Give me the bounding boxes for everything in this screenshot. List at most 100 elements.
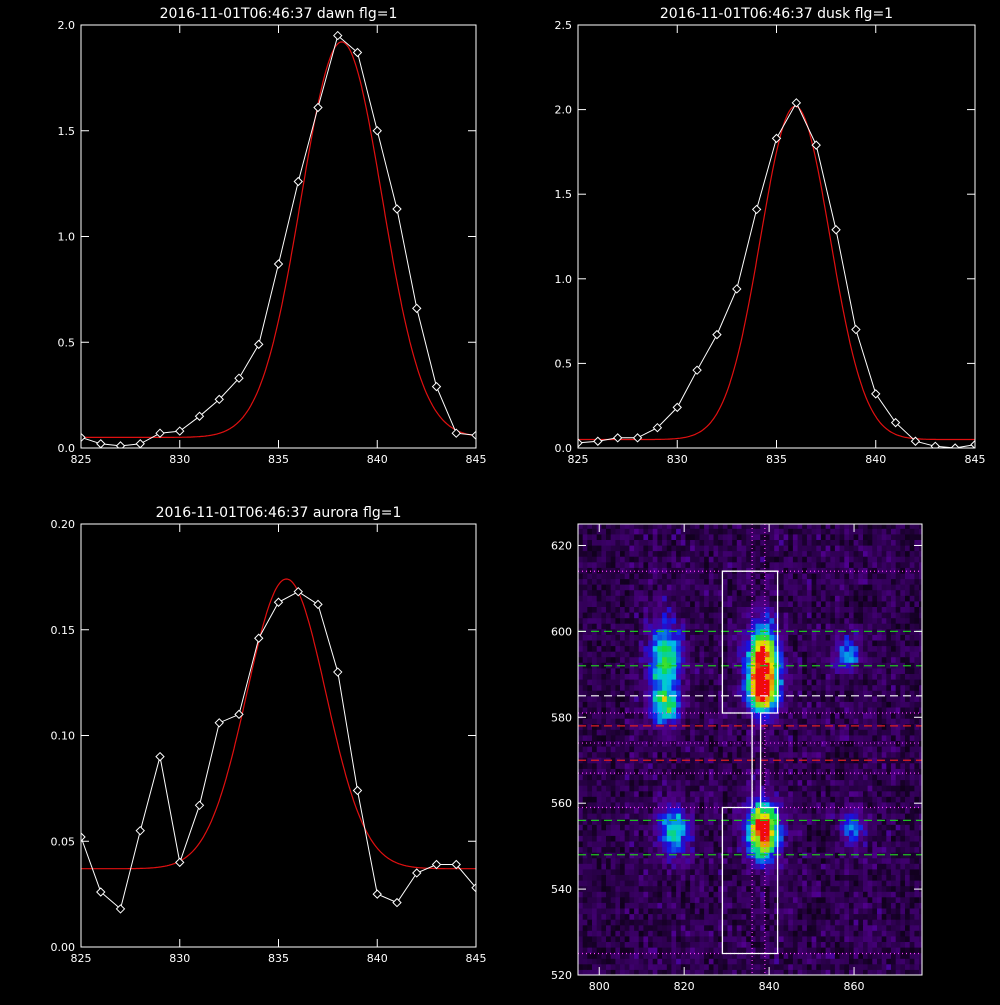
heatmap-cell	[643, 752, 648, 758]
heatmap-cell	[732, 891, 737, 897]
heatmap-cell	[802, 651, 807, 657]
heatmap-cell	[765, 729, 770, 735]
heatmap-cell	[629, 880, 634, 886]
heatmap-cell	[835, 936, 840, 942]
heatmap-cell	[872, 707, 877, 713]
heatmap-cell	[886, 930, 891, 936]
heatmap-cell	[737, 646, 742, 652]
heatmap-cell	[676, 668, 681, 674]
heatmap-cell	[868, 618, 873, 624]
heatmap-cell	[695, 936, 700, 942]
heatmap-cell	[793, 858, 798, 864]
heatmap-cell	[765, 847, 770, 853]
heatmap-cell	[756, 707, 761, 713]
heatmap-cell	[606, 718, 611, 724]
heatmap-cell	[653, 953, 658, 959]
heatmap-cell	[625, 741, 630, 747]
heatmap-cell	[807, 634, 812, 640]
heatmap-cell	[788, 835, 793, 841]
heatmap-cell	[900, 724, 905, 730]
y-tick-label: 0.0	[58, 442, 76, 455]
heatmap-cell	[858, 819, 863, 825]
heatmap-cell	[779, 891, 784, 897]
heatmap-cell	[723, 768, 728, 774]
heatmap-cell	[830, 651, 835, 657]
heatmap-cell	[667, 953, 672, 959]
heatmap-cell	[620, 919, 625, 925]
heatmap-cell	[714, 651, 719, 657]
heatmap-cell	[629, 891, 634, 897]
heatmap-cell	[742, 886, 747, 892]
heatmap-cell	[849, 841, 854, 847]
heatmap-cell	[784, 869, 789, 875]
heatmap-cell	[746, 612, 751, 618]
heatmap-cell	[891, 869, 896, 875]
heatmap-cell	[737, 724, 742, 730]
heatmap-cell	[854, 718, 859, 724]
heatmap-cell	[900, 880, 905, 886]
heatmap-cell	[597, 735, 602, 741]
heatmap-cell	[877, 679, 882, 685]
heatmap-cell	[868, 958, 873, 964]
heatmap-cell	[662, 785, 667, 791]
heatmap-cell	[662, 841, 667, 847]
heatmap-cell	[793, 830, 798, 836]
heatmap-cell	[914, 880, 919, 886]
heatmap-cell	[592, 685, 597, 691]
heatmap-cell	[891, 880, 896, 886]
heatmap-cell	[611, 674, 616, 680]
heatmap-cell	[583, 746, 588, 752]
heatmap-cell	[662, 886, 667, 892]
heatmap-cell	[620, 774, 625, 780]
heatmap-cell	[620, 612, 625, 618]
heatmap-cell	[653, 869, 658, 875]
heatmap-cell	[587, 964, 592, 970]
heatmap-cell	[643, 835, 648, 841]
heatmap-cell	[704, 646, 709, 652]
heatmap-cell	[620, 858, 625, 864]
heatmap-cell	[625, 674, 630, 680]
heatmap-cell	[849, 919, 854, 925]
heatmap-cell	[723, 696, 728, 702]
heatmap-cell	[784, 925, 789, 931]
heatmap-cell	[648, 796, 653, 802]
heatmap-cell	[587, 835, 592, 841]
data-point-marker	[373, 890, 381, 898]
heatmap-cell	[643, 791, 648, 797]
heatmap-cell	[896, 841, 901, 847]
heatmap-cell	[765, 914, 770, 920]
heatmap-cell	[648, 875, 653, 881]
heatmap-cell	[868, 875, 873, 881]
heatmap-cell	[625, 629, 630, 635]
heatmap-cell	[592, 819, 597, 825]
heatmap-cell	[597, 824, 602, 830]
heatmap-cell	[914, 763, 919, 769]
heatmap-cell	[807, 618, 812, 624]
heatmap-cell	[667, 752, 672, 758]
heatmap-cell	[578, 808, 583, 814]
heatmap-cell	[849, 808, 854, 814]
heatmap-cell	[910, 936, 915, 942]
heatmap-cell	[723, 880, 728, 886]
heatmap-cell	[653, 668, 658, 674]
heatmap-cell	[905, 964, 910, 970]
heatmap-cell	[634, 701, 639, 707]
heatmap-cell	[816, 869, 821, 875]
heatmap-cell	[742, 808, 747, 814]
heatmap-cell	[756, 869, 761, 875]
heatmap-cell	[662, 858, 667, 864]
heatmap-cell	[798, 651, 803, 657]
heatmap-cell	[765, 796, 770, 802]
heatmap-cell	[788, 735, 793, 741]
heatmap-cell	[807, 964, 812, 970]
heatmap-cell	[587, 936, 592, 942]
heatmap-cell	[910, 919, 915, 925]
heatmap-cell	[657, 696, 662, 702]
heatmap-cell	[648, 942, 653, 948]
heatmap-cell	[798, 718, 803, 724]
heatmap-cell	[821, 796, 826, 802]
heatmap-cell	[615, 869, 620, 875]
heatmap-cell	[784, 763, 789, 769]
heatmap-cell	[840, 701, 845, 707]
heatmap-cell	[611, 919, 616, 925]
